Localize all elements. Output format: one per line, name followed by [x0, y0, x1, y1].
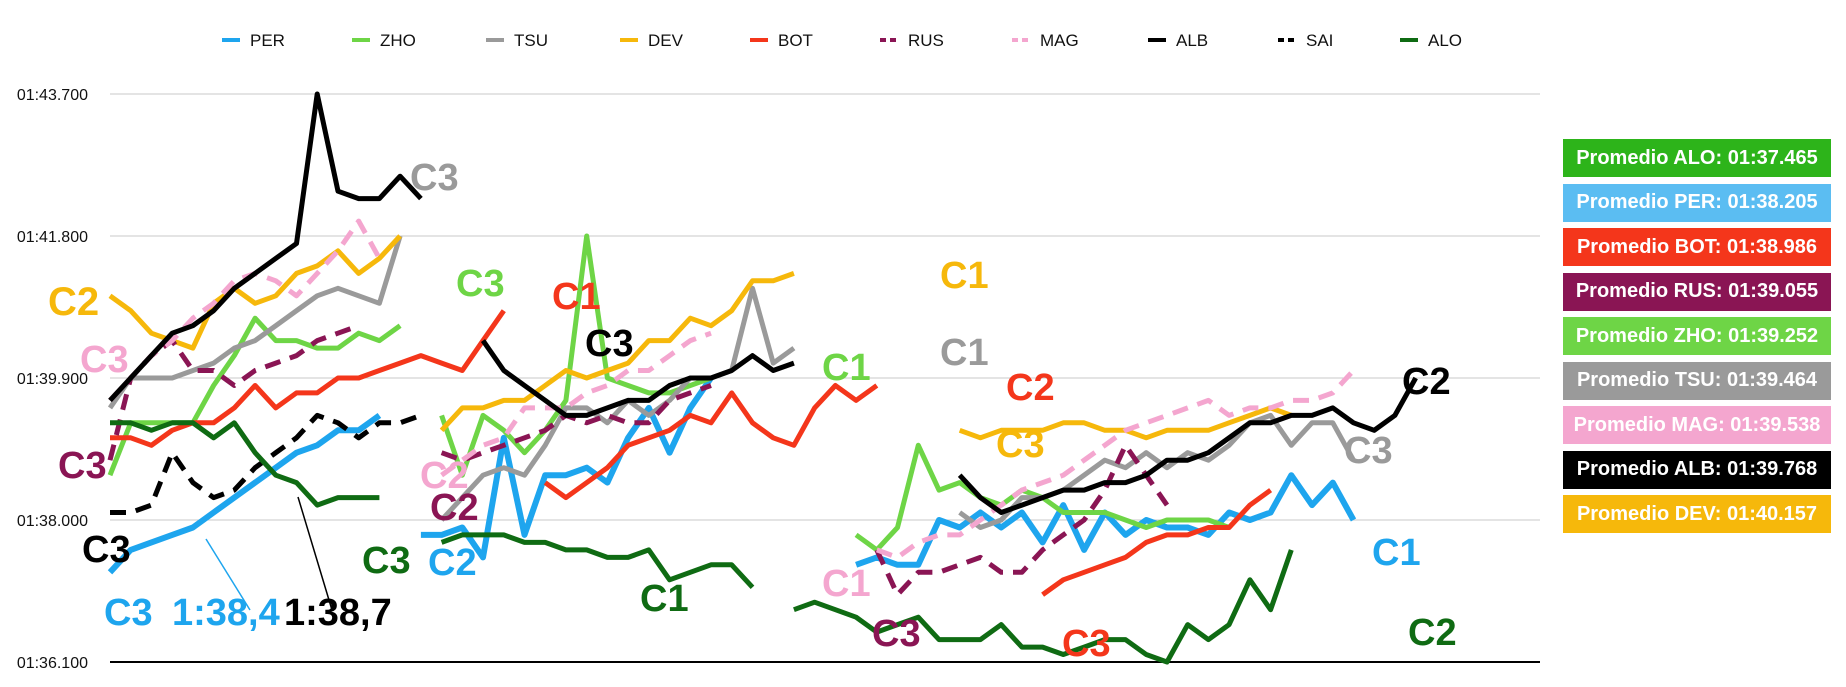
- annotation-label: C3: [82, 529, 131, 571]
- average-box: Promedio TSU: 01:39.464: [1562, 360, 1832, 401]
- legend-label-alo: ALO: [1428, 31, 1462, 50]
- series-line-per: [107, 376, 1357, 575]
- average-box: Promedio ALO: 01:37.465: [1562, 138, 1832, 178]
- leader-line-sai: [297, 496, 333, 611]
- annotation-label: C1: [640, 578, 689, 620]
- annotation-label: C1: [1372, 532, 1421, 574]
- y-tick-label: 01:41.800: [17, 229, 88, 246]
- series-line-alb: [108, 91, 1418, 515]
- series-lines: [107, 91, 1418, 665]
- annotation-label: C1: [940, 332, 989, 374]
- series-line-dev: [108, 234, 1293, 441]
- legend: PER ZHO TSU DEV BOT RUS MAG ALB SAI ALO: [222, 31, 1462, 50]
- y-tick-label: 01:38.000: [17, 513, 88, 530]
- legend-label-alb: ALB: [1176, 31, 1208, 50]
- y-tick-label: 01:39.900: [17, 371, 88, 388]
- annotation-label: C3: [410, 157, 459, 199]
- legend-label-bot: BOT: [778, 31, 813, 50]
- leader-lines: [205, 496, 333, 611]
- annotation-label: C3: [104, 592, 153, 634]
- average-box: Promedio ZHO: 01:39.252: [1562, 316, 1832, 356]
- annotation-label: C3: [1344, 430, 1393, 472]
- legend-label-per: PER: [250, 31, 285, 50]
- annotation-label: C1: [822, 563, 871, 605]
- annotation-label: 1:38,4: [172, 592, 280, 634]
- annotation-label: C3: [58, 445, 107, 487]
- y-axis-ticks: 01:36.100 01:38.000 01:39.900 01:41.800 01:4…: [17, 87, 88, 672]
- annotation-label: C1: [940, 255, 989, 297]
- average-box: Promedio RUS: 01:39.055: [1562, 271, 1832, 312]
- annotation-label: C3: [585, 323, 634, 365]
- average-box: Promedio DEV: 01:40.157: [1562, 494, 1832, 534]
- y-tick-label: 01:36.100: [17, 655, 88, 672]
- annotation-label: C2: [428, 542, 477, 584]
- legend-label-mag: MAG: [1040, 31, 1079, 50]
- y-tick-label: 01:43.700: [17, 87, 88, 104]
- annotation-label: C2: [430, 487, 479, 529]
- annotation-label: C3: [456, 263, 505, 305]
- leader-line-per: [205, 538, 251, 611]
- annotation-label: C2: [420, 455, 469, 497]
- annotation-label: 1:38,7: [284, 592, 392, 634]
- annotation-label: C3: [872, 613, 921, 655]
- average-box: Promedio PER: 01:38.205: [1562, 182, 1832, 223]
- annotation-label: C3: [80, 339, 129, 381]
- legend-label-dev: DEV: [648, 31, 684, 50]
- legend-label-sai: SAI: [1306, 31, 1333, 50]
- legend-label-tsu: TSU: [514, 31, 548, 50]
- annotation-label: C2: [1006, 367, 1055, 409]
- series-line-bot: [110, 309, 1273, 597]
- legend-label-rus: RUS: [908, 31, 944, 50]
- average-box: Promedio ALB: 01:39.768: [1562, 449, 1832, 490]
- average-box: Promedio BOT: 01:38.986: [1562, 227, 1832, 267]
- annotation-label: C1: [552, 276, 601, 318]
- series-line-alo: [110, 420, 1294, 665]
- series-line-tsu: [107, 235, 1356, 530]
- annotation-label: C2: [1408, 612, 1457, 654]
- average-box: Promedio MAG: 01:39.538: [1562, 405, 1832, 445]
- annotation-label: C2: [1402, 361, 1451, 403]
- annotation-label: C3: [362, 540, 411, 582]
- annotation-label: C3: [996, 424, 1045, 466]
- annotation-label: C2: [48, 280, 99, 324]
- annotation-label: C1: [822, 347, 871, 389]
- annotation-label: C3: [1062, 623, 1111, 665]
- legend-label-zho: ZHO: [380, 31, 416, 50]
